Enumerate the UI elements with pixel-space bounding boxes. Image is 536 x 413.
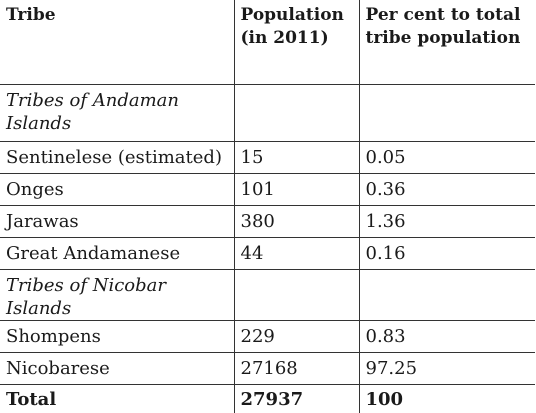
table-row: Shompens 229 0.83 <box>0 321 535 353</box>
table-header-row: Tribe Population (in 2011) Per cent to t… <box>0 0 535 85</box>
cell-tribe: Nicobarese <box>0 353 234 385</box>
table-row: Onges 101 0.36 <box>0 174 535 206</box>
section-label-andaman: Tribes of Andaman Islands <box>0 85 234 142</box>
section-empty-cell <box>359 270 535 321</box>
section-row-nicobar: Tribes of Nicobar Islands <box>0 270 535 321</box>
section-empty-cell <box>359 85 535 142</box>
cell-tribe: Onges <box>0 174 234 206</box>
cell-percent: 0.36 <box>359 174 535 206</box>
table-row: Great Andamanese 44 0.16 <box>0 238 535 270</box>
section-row-andaman: Tribes of Andaman Islands <box>0 85 535 142</box>
table-row: Jarawas 380 1.36 <box>0 206 535 238</box>
header-tribe: Tribe <box>0 0 234 85</box>
cell-percent: 0.16 <box>359 238 535 270</box>
cell-tribe: Jarawas <box>0 206 234 238</box>
section-label-nicobar: Tribes of Nicobar Islands <box>0 270 234 321</box>
total-row: Total 27937 100 <box>0 385 535 413</box>
cell-population: 44 <box>234 238 359 270</box>
total-label: Total <box>0 385 234 413</box>
table-row: Sentinelese (estimated) 15 0.05 <box>0 142 535 174</box>
cell-population: 27168 <box>234 353 359 385</box>
total-percent: 100 <box>359 385 535 413</box>
cell-percent: 0.83 <box>359 321 535 353</box>
cell-percent: 1.36 <box>359 206 535 238</box>
header-population: Population (in 2011) <box>234 0 359 85</box>
section-empty-cell <box>234 270 359 321</box>
cell-percent: 0.05 <box>359 142 535 174</box>
cell-tribe: Shompens <box>0 321 234 353</box>
cell-population: 15 <box>234 142 359 174</box>
cell-population: 229 <box>234 321 359 353</box>
total-population: 27937 <box>234 385 359 413</box>
header-percent: Per cent to total tribe population <box>359 0 535 85</box>
cell-population: 380 <box>234 206 359 238</box>
section-empty-cell <box>234 85 359 142</box>
cell-tribe: Great Andamanese <box>0 238 234 270</box>
cell-tribe: Sentinelese (estimated) <box>0 142 234 174</box>
cell-population: 101 <box>234 174 359 206</box>
table-row: Nicobarese 27168 97.25 <box>0 353 535 385</box>
cell-percent: 97.25 <box>359 353 535 385</box>
